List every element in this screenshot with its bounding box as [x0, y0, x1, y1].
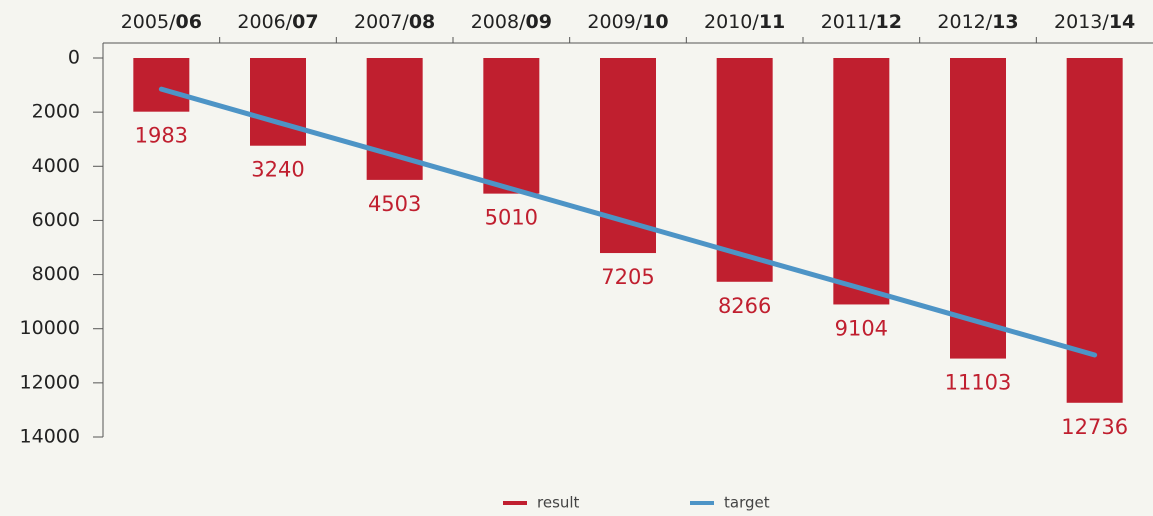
bar	[950, 58, 1006, 359]
y-tick-label: 6000	[32, 209, 80, 231]
x-tick-label: 2005/06	[121, 11, 202, 33]
value-label: 11103	[945, 371, 1012, 395]
y-tick-label: 12000	[20, 371, 80, 393]
x-tick-label: 2010/11	[704, 11, 785, 33]
bar	[133, 58, 190, 112]
value-label: 12736	[1061, 415, 1128, 439]
x-tick-label: 2006/07	[237, 11, 318, 33]
bar	[833, 58, 890, 305]
line	[158, 86, 1098, 358]
legend-swatch	[690, 501, 714, 505]
bar	[483, 58, 540, 194]
legend-label: result	[537, 494, 580, 512]
x-tick-label: 2013/14	[1054, 11, 1135, 33]
legend-swatch	[503, 501, 527, 505]
x-tick-label: 2007/08	[354, 11, 435, 33]
y-tick-label: 14000	[20, 426, 80, 448]
bar	[250, 58, 306, 146]
y-tick-label: 2000	[32, 101, 80, 123]
y-tick-label: 10000	[20, 317, 80, 339]
legend-label: target	[724, 494, 770, 512]
value-label: 9104	[835, 316, 888, 340]
x-tick-label: 2009/10	[587, 11, 668, 33]
bar	[716, 58, 773, 282]
x-tick-label: 2012/13	[937, 11, 1018, 33]
value-label: 8266	[718, 294, 771, 318]
bar	[1066, 58, 1123, 403]
x-tick-label: 2008/09	[471, 11, 552, 33]
value-label: 1983	[135, 124, 188, 148]
y-tick-label: 4000	[32, 155, 80, 177]
value-label: 3240	[251, 158, 304, 182]
value-label: 5010	[485, 206, 538, 230]
value-label: 7205	[601, 265, 654, 289]
y-tick-label: 0	[68, 47, 80, 69]
y-tick-label: 8000	[32, 263, 80, 285]
value-label: 4503	[368, 192, 421, 216]
x-tick-label: 2011/12	[821, 11, 902, 33]
